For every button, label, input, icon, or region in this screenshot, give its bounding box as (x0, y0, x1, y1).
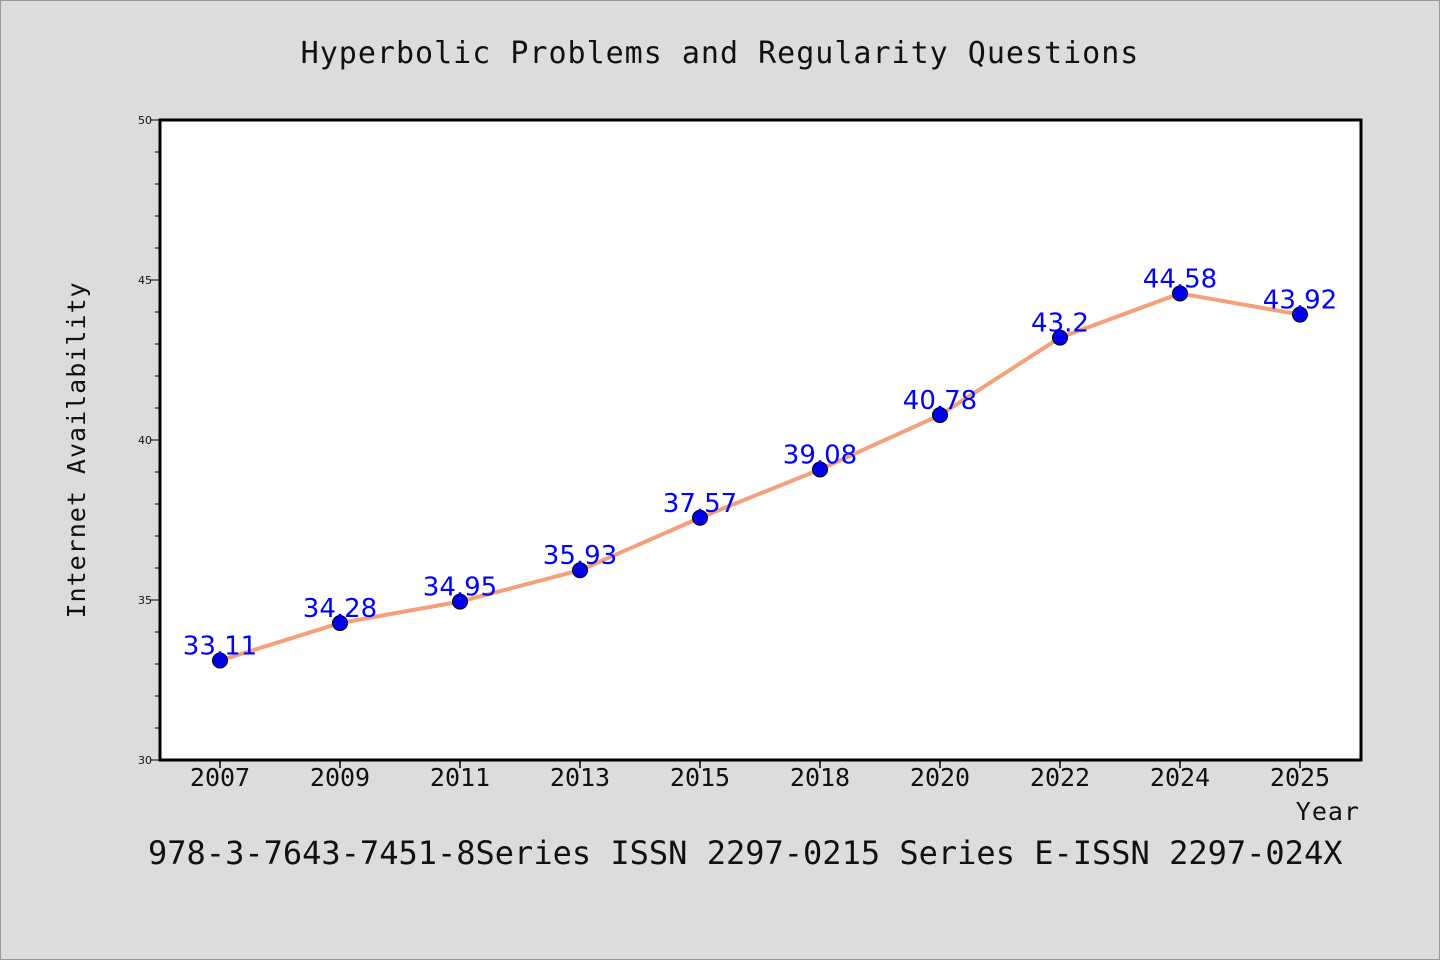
data-label: 43.92 (1263, 286, 1337, 316)
y-tick-label: 45 (138, 274, 152, 287)
data-point (1172, 285, 1188, 302)
x-tick-label: 2007 (190, 763, 250, 792)
x-tick-label: 2025 (1270, 763, 1330, 792)
x-axis-ticks: 2007 2009 2011 2013 2015 2018 2020 2022 2024 2025 (190, 760, 1330, 792)
x-tick-label: 2013 (550, 763, 610, 792)
x-tick-label: 2011 (430, 763, 490, 792)
data-point (812, 461, 828, 478)
y-tick-label: 40 (138, 434, 152, 447)
data-label: 34.95 (423, 573, 497, 603)
y-tick-label: 30 (138, 754, 152, 767)
data-label: 40.78 (903, 386, 977, 416)
footer-text: 978-3-7643-7451-8Series ISSN 2297-0215 S… (148, 834, 1342, 872)
x-tick-label: 2015 (670, 763, 730, 792)
data-label: 34.28 (303, 594, 377, 624)
x-tick-label: 2024 (1150, 763, 1210, 792)
data-point (692, 509, 708, 526)
y-axis-label: Internet Availability (62, 281, 91, 618)
data-label: 43.2 (1031, 309, 1089, 339)
series-line (218, 291, 1302, 663)
y-axis-ticks: 30 35 40 45 50 (138, 114, 160, 767)
x-tick-label: 2018 (790, 763, 850, 792)
x-tick-label: 2022 (1030, 763, 1090, 792)
data-label: 33.11 (183, 631, 257, 661)
x-tick-label: 2020 (910, 763, 970, 792)
data-point (212, 652, 228, 669)
data-label: 44.58 (1143, 264, 1217, 294)
data-point (932, 407, 948, 424)
data-label: 37.57 (663, 489, 737, 519)
data-label: 39.08 (783, 440, 857, 470)
x-tick-label: 2009 (310, 763, 370, 792)
data-labels-group: 33.11 34.28 34.95 35.93 37.57 39.08 40.78 43.2 4… (183, 264, 1337, 661)
data-label: 35.93 (543, 541, 617, 571)
series-group (212, 285, 1308, 669)
data-point (1292, 306, 1308, 323)
data-point (572, 562, 588, 579)
y-tick-label: 35 (138, 594, 152, 607)
data-point (1052, 329, 1068, 346)
chart-title: Hyperbolic Problems and Regularity Quest… (301, 36, 1140, 71)
data-point (332, 615, 348, 632)
x-axis-label: Year (1296, 797, 1360, 826)
y-tick-label: 50 (138, 114, 152, 127)
data-point (452, 593, 468, 610)
plot-area (158, 118, 1363, 762)
